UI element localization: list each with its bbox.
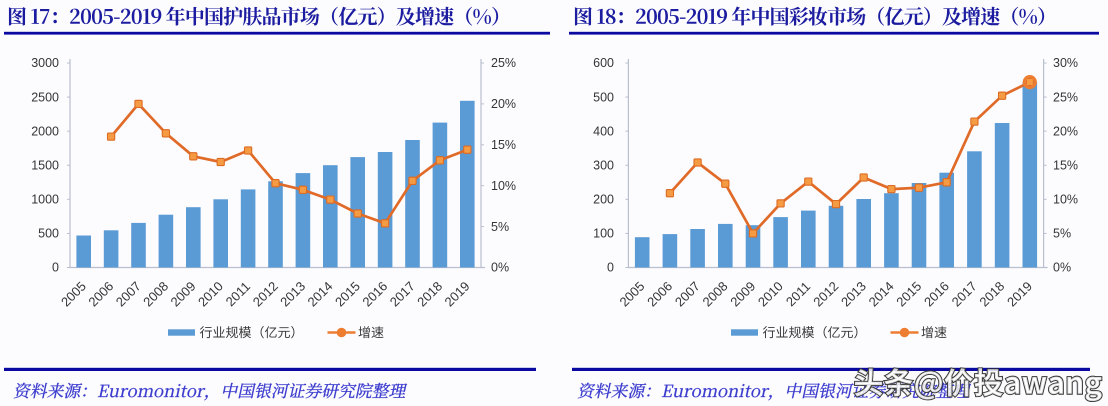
svg-text:1500: 1500 xyxy=(31,158,59,172)
svg-text:200: 200 xyxy=(593,193,614,207)
svg-text:0%: 0% xyxy=(1053,261,1071,275)
svg-text:600: 600 xyxy=(593,56,614,70)
svg-text:20%: 20% xyxy=(491,97,516,111)
svg-text:0: 0 xyxy=(52,261,59,275)
svg-text:300: 300 xyxy=(593,158,614,172)
svg-text:0: 0 xyxy=(607,261,614,275)
svg-text:25%: 25% xyxy=(1053,90,1078,104)
svg-text:500: 500 xyxy=(593,90,614,104)
svg-text:25%: 25% xyxy=(491,56,516,70)
svg-text:5%: 5% xyxy=(1053,227,1071,241)
svg-text:10%: 10% xyxy=(1053,193,1078,207)
svg-text:2500: 2500 xyxy=(31,90,59,104)
svg-text:2000: 2000 xyxy=(31,124,59,138)
svg-text:10%: 10% xyxy=(491,179,516,193)
svg-text:500: 500 xyxy=(38,227,59,241)
svg-text:3000: 3000 xyxy=(31,56,59,70)
svg-text:15%: 15% xyxy=(491,138,516,152)
svg-text:30%: 30% xyxy=(1053,56,1078,70)
svg-text:15%: 15% xyxy=(1053,158,1078,172)
svg-text:5%: 5% xyxy=(491,220,509,234)
svg-text:1000: 1000 xyxy=(31,193,59,207)
svg-text:100: 100 xyxy=(593,227,614,241)
svg-text:400: 400 xyxy=(593,124,614,138)
svg-text:0%: 0% xyxy=(491,261,509,275)
svg-text:20%: 20% xyxy=(1053,124,1078,138)
